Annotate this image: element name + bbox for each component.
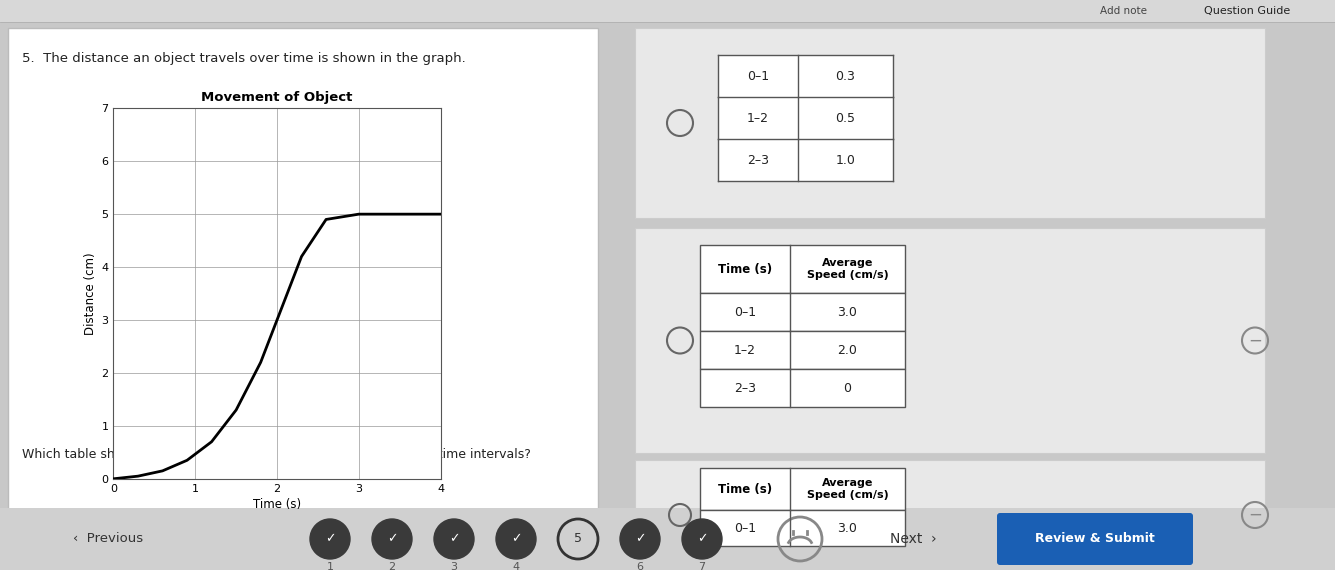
Text: 5.  The distance an object travels over time is shown in the graph.: 5. The distance an object travels over t… [21,52,466,65]
Text: 3: 3 [450,562,458,570]
Text: ✓: ✓ [634,532,645,545]
Text: 3.0: 3.0 [837,306,857,319]
Text: 2.0: 2.0 [837,344,857,356]
Bar [8,28,598,538]
Text: Next  ›: Next › [890,532,937,546]
Circle shape [682,519,722,559]
Bar [700,468,905,510]
Text: 1–2: 1–2 [748,112,769,124]
Title: Movement of Object: Movement of Object [202,91,352,104]
Bar [700,245,905,293]
Bar [718,55,893,97]
Text: 1.0: 1.0 [836,153,856,166]
Text: Add note: Add note [1100,6,1147,16]
Text: 1: 1 [327,562,334,570]
Bar [635,228,1266,453]
Bar [700,293,905,331]
Bar [700,369,905,407]
Text: 2: 2 [388,562,395,570]
Text: ✓: ✓ [511,532,521,545]
Bar [0,508,1335,570]
Text: 2–3: 2–3 [748,153,769,166]
Text: 0–1: 0–1 [748,70,769,83]
Text: ✓: ✓ [324,532,335,545]
Text: Question Guide: Question Guide [1204,6,1290,16]
Text: 0–1: 0–1 [734,522,756,535]
Text: ‹  Previous: ‹ Previous [73,532,143,545]
Text: Review & Submit: Review & Submit [1035,532,1155,545]
Circle shape [497,519,535,559]
Text: Average
Speed (cm/s): Average Speed (cm/s) [806,258,888,280]
Text: −: − [1248,332,1262,349]
X-axis label: Time (s): Time (s) [252,498,302,511]
Text: −: − [1248,506,1262,524]
Text: 0.3: 0.3 [836,70,856,83]
Text: Time (s): Time (s) [718,263,772,275]
Bar [718,97,893,139]
Text: 0: 0 [844,381,852,394]
Text: 5: 5 [574,532,582,545]
FancyBboxPatch shape [997,513,1193,565]
Text: 4: 4 [513,562,519,570]
Bar [635,460,1266,570]
Text: ✓: ✓ [449,532,459,545]
Text: 7: 7 [698,562,706,570]
Bar [0,0,1335,22]
Text: 1–2: 1–2 [734,344,756,356]
Text: 6: 6 [637,562,643,570]
Text: 2–3: 2–3 [734,381,756,394]
Y-axis label: Distance (cm): Distance (cm) [84,253,97,335]
Text: 0–1: 0–1 [734,306,756,319]
Text: Which table shows the average speed of the object over different time intervals?: Which table shows the average speed of t… [21,448,531,461]
Text: Average
Speed (cm/s): Average Speed (cm/s) [806,478,888,500]
Circle shape [619,519,659,559]
Text: 3.0: 3.0 [837,522,857,535]
Bar [635,28,1266,218]
Circle shape [434,519,474,559]
Bar [718,139,893,181]
Text: ✓: ✓ [697,532,708,545]
Bar [700,331,905,369]
Circle shape [372,519,413,559]
Text: 0.5: 0.5 [836,112,856,124]
Circle shape [310,519,350,559]
Text: Time (s): Time (s) [718,482,772,495]
Bar [700,510,905,546]
Text: ✓: ✓ [387,532,398,545]
